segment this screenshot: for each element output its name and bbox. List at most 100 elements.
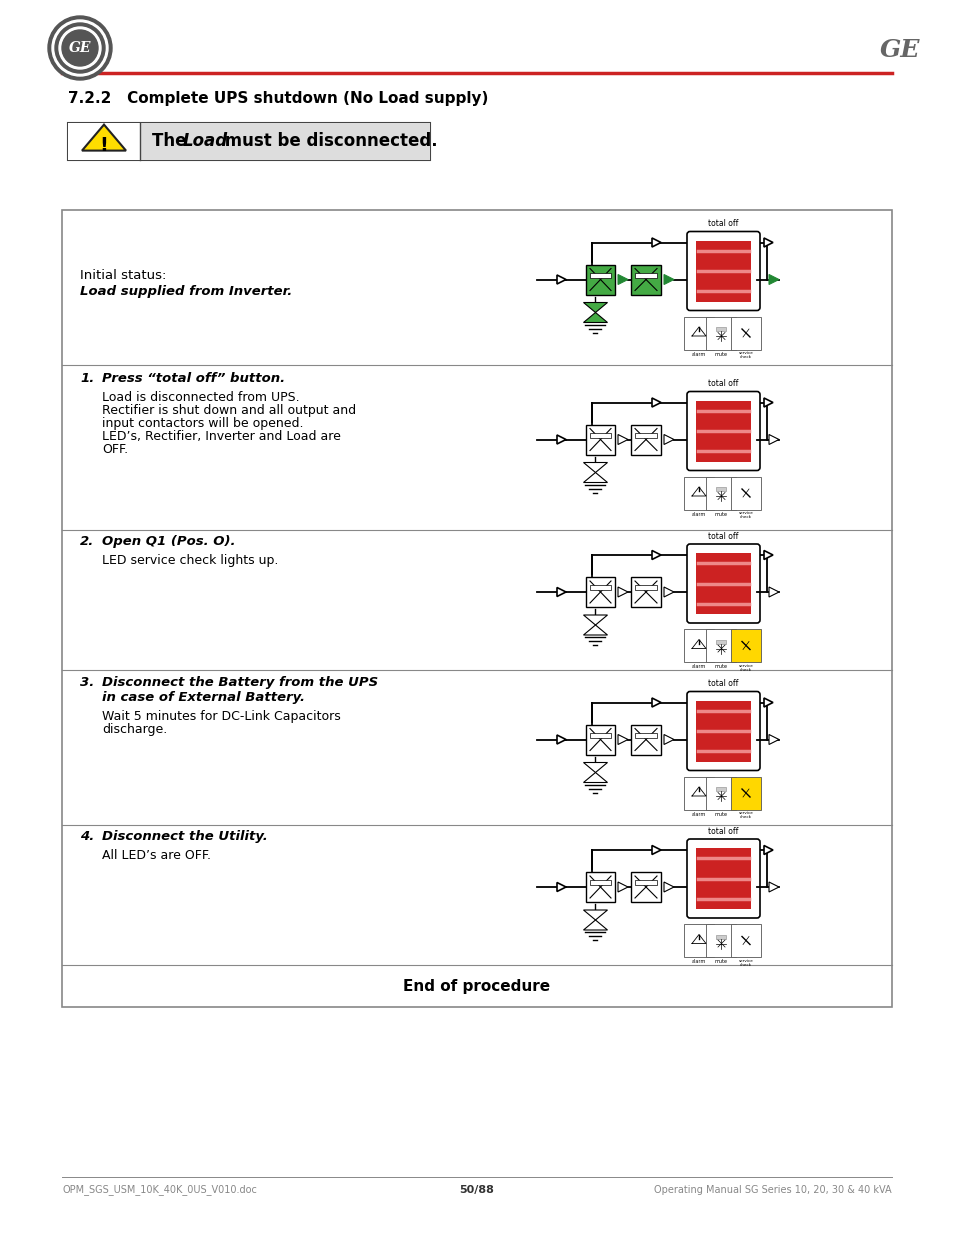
FancyBboxPatch shape: [635, 585, 657, 590]
Circle shape: [55, 23, 105, 73]
FancyBboxPatch shape: [730, 629, 760, 662]
FancyBboxPatch shape: [730, 316, 760, 350]
Polygon shape: [583, 473, 607, 483]
FancyBboxPatch shape: [730, 477, 760, 510]
Text: alarm: alarm: [691, 960, 705, 965]
Text: check: check: [740, 356, 751, 359]
Polygon shape: [557, 588, 565, 597]
FancyBboxPatch shape: [68, 124, 430, 161]
Polygon shape: [768, 735, 779, 745]
Text: total off: total off: [707, 532, 738, 541]
FancyBboxPatch shape: [635, 432, 657, 437]
Polygon shape: [583, 920, 607, 930]
FancyBboxPatch shape: [589, 881, 610, 885]
Text: alarm: alarm: [691, 664, 705, 669]
FancyBboxPatch shape: [696, 700, 750, 762]
Text: mute: mute: [714, 511, 727, 516]
Text: must be disconnected.: must be disconnected.: [219, 131, 437, 149]
Text: End of procedure: End of procedure: [403, 978, 550, 993]
Circle shape: [62, 30, 98, 65]
Polygon shape: [557, 435, 565, 445]
FancyBboxPatch shape: [716, 787, 726, 790]
Polygon shape: [82, 125, 126, 151]
FancyBboxPatch shape: [585, 577, 615, 606]
Text: service: service: [738, 511, 753, 515]
Polygon shape: [583, 312, 607, 322]
Text: total off: total off: [707, 220, 738, 228]
Text: Open Q1 (Pos. O).: Open Q1 (Pos. O).: [102, 535, 235, 547]
FancyBboxPatch shape: [585, 264, 615, 294]
Text: mute: mute: [714, 664, 727, 669]
FancyBboxPatch shape: [630, 577, 660, 606]
FancyBboxPatch shape: [683, 924, 713, 957]
FancyBboxPatch shape: [686, 231, 760, 310]
Polygon shape: [763, 698, 772, 706]
Text: 2.: 2.: [80, 535, 94, 547]
Text: Press “total off” button.: Press “total off” button.: [102, 372, 285, 384]
Polygon shape: [663, 735, 673, 745]
Text: check: check: [740, 815, 751, 820]
Text: !: !: [99, 136, 109, 156]
Polygon shape: [583, 773, 607, 783]
Text: check: check: [740, 668, 751, 672]
Polygon shape: [763, 238, 772, 247]
FancyBboxPatch shape: [635, 881, 657, 885]
Text: Initial status:: Initial status:: [80, 269, 166, 282]
Polygon shape: [618, 587, 627, 597]
FancyBboxPatch shape: [730, 777, 760, 809]
FancyBboxPatch shape: [589, 432, 610, 437]
FancyBboxPatch shape: [635, 273, 657, 278]
Polygon shape: [618, 882, 627, 892]
FancyBboxPatch shape: [696, 848, 750, 909]
Text: check: check: [740, 515, 751, 520]
Circle shape: [48, 16, 112, 80]
FancyBboxPatch shape: [686, 543, 760, 622]
Circle shape: [59, 27, 101, 69]
Polygon shape: [583, 615, 607, 625]
FancyBboxPatch shape: [62, 210, 891, 1007]
Text: total off: total off: [707, 679, 738, 688]
FancyBboxPatch shape: [716, 327, 726, 331]
Text: OFF.: OFF.: [102, 442, 128, 456]
Text: alarm: alarm: [691, 511, 705, 516]
FancyBboxPatch shape: [589, 585, 610, 590]
Polygon shape: [583, 625, 607, 635]
FancyBboxPatch shape: [630, 725, 660, 755]
Polygon shape: [557, 735, 565, 743]
Text: total off: total off: [707, 379, 738, 389]
FancyBboxPatch shape: [706, 477, 736, 510]
Text: 3.: 3.: [80, 676, 94, 689]
FancyBboxPatch shape: [585, 725, 615, 755]
Polygon shape: [768, 587, 779, 597]
FancyBboxPatch shape: [683, 777, 713, 809]
Text: service: service: [738, 352, 753, 356]
FancyBboxPatch shape: [686, 839, 760, 918]
Text: Wait 5 minutes for DC-Link Capacitors: Wait 5 minutes for DC-Link Capacitors: [102, 710, 340, 722]
FancyBboxPatch shape: [686, 692, 760, 771]
Polygon shape: [763, 398, 772, 408]
Text: LED’s, Rectifier, Inverter and Load are: LED’s, Rectifier, Inverter and Load are: [102, 430, 340, 442]
FancyBboxPatch shape: [630, 264, 660, 294]
Polygon shape: [768, 274, 779, 284]
Text: service: service: [738, 664, 753, 668]
FancyBboxPatch shape: [683, 629, 713, 662]
Polygon shape: [651, 398, 660, 408]
FancyBboxPatch shape: [585, 425, 615, 454]
FancyBboxPatch shape: [585, 872, 615, 902]
Text: LED service check lights up.: LED service check lights up.: [102, 553, 278, 567]
Polygon shape: [557, 883, 565, 892]
Text: mute: mute: [714, 352, 727, 357]
Text: Load is disconnected from UPS.: Load is disconnected from UPS.: [102, 390, 299, 404]
FancyBboxPatch shape: [716, 487, 726, 492]
Text: 7.2.2   Complete UPS shutdown (No Load supply): 7.2.2 Complete UPS shutdown (No Load sup…: [68, 90, 488, 105]
Text: Load: Load: [183, 131, 228, 149]
Circle shape: [52, 20, 108, 77]
FancyBboxPatch shape: [706, 777, 736, 809]
Polygon shape: [583, 762, 607, 773]
Text: service: service: [738, 811, 753, 815]
FancyBboxPatch shape: [589, 273, 610, 278]
Polygon shape: [583, 462, 607, 473]
Polygon shape: [618, 274, 627, 284]
Text: GE: GE: [879, 38, 919, 62]
Polygon shape: [651, 551, 660, 559]
